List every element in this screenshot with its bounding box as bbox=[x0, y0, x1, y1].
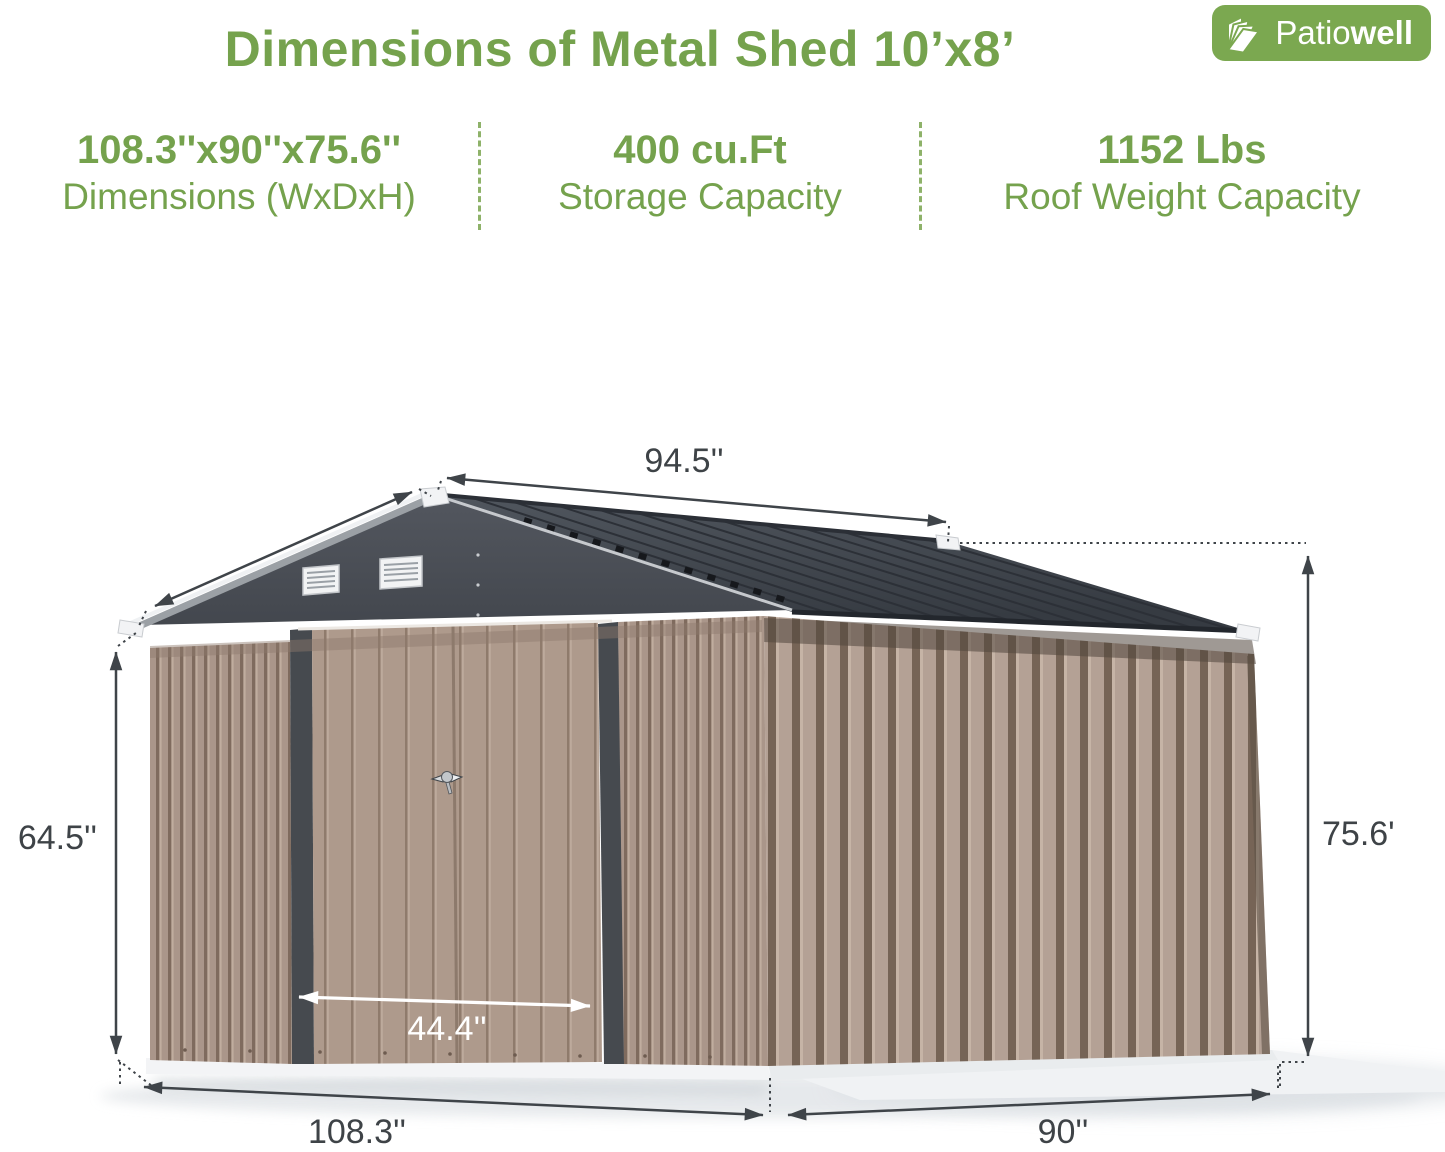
spec-dimensions: 108.3''x90''x75.6'' Dimensions (WxDxH) bbox=[0, 122, 478, 230]
dimension-arrow-roof-left-edge bbox=[137, 488, 432, 629]
dimension-label-left-height: 64.5'' bbox=[18, 819, 97, 857]
door-handle bbox=[430, 771, 464, 795]
spec-dimensions-value: 108.3''x90''x75.6'' bbox=[76, 128, 401, 172]
spec-roof-weight: 1152 Lbs Roof Weight Capacity bbox=[919, 122, 1442, 230]
dimension-label-door-width: 44.4'' bbox=[407, 1010, 486, 1048]
dimension-label-front-width: 108.3'' bbox=[308, 1113, 406, 1151]
patiowell-logo: Patiowell bbox=[1212, 5, 1431, 61]
gable-rivets bbox=[476, 553, 480, 617]
dimension-labels: 94.5'' 64.5'' 75.6' 44.4'' 108.3'' 90'' bbox=[18, 442, 1395, 1151]
logo-text-bold: well bbox=[1350, 14, 1413, 51]
spec-storage-value: 400 cu.Ft bbox=[613, 128, 787, 172]
dimension-label-side-depth: 90'' bbox=[1038, 1113, 1089, 1151]
dimension-label-right-height: 75.6' bbox=[1322, 815, 1395, 853]
dimension-arrow-left-height bbox=[109, 632, 153, 1087]
shed-base-side bbox=[768, 1050, 1278, 1080]
spec-roof-weight-value: 1152 Lbs bbox=[1097, 128, 1267, 172]
gable-vent-right bbox=[379, 555, 423, 590]
spec-storage-capacity: 400 cu.Ft Storage Capacity bbox=[478, 122, 919, 230]
shed-side-wall bbox=[764, 616, 1270, 1066]
logo-text-regular: Patio bbox=[1275, 14, 1351, 51]
door-post-left bbox=[290, 628, 314, 1064]
rivet-dots bbox=[183, 1048, 712, 1059]
page-title: Dimensions of Metal Shed 10’x8’ bbox=[224, 21, 1016, 77]
dimension-label-ridge: 94.5'' bbox=[644, 442, 723, 480]
sliding-doors bbox=[312, 622, 602, 1064]
spec-storage-label: Storage Capacity bbox=[558, 176, 842, 217]
dimension-arrow-side-depth bbox=[787, 1066, 1279, 1121]
patiowell-logo-icon bbox=[1226, 15, 1261, 54]
gable-vent-left bbox=[302, 564, 340, 596]
dimension-annotations bbox=[109, 473, 1315, 1121]
dimension-arrow-door-width bbox=[298, 990, 591, 1013]
roof-right-plane bbox=[432, 494, 1248, 631]
shed-front-wall-left bbox=[150, 642, 292, 1064]
spec-row: 108.3''x90''x75.6'' Dimensions (WxDxH) 4… bbox=[0, 122, 1445, 230]
dimension-arrow-front-width bbox=[119, 1062, 771, 1121]
dimension-arrow-ridge bbox=[436, 473, 950, 543]
shed-render bbox=[117, 486, 1278, 1080]
spec-roof-weight-label: Roof Weight Capacity bbox=[1003, 176, 1361, 217]
shed-front-wall-right bbox=[618, 616, 768, 1066]
door-post-right bbox=[598, 622, 624, 1064]
spec-dimensions-label: Dimensions (WxDxH) bbox=[62, 176, 416, 217]
patiowell-logo-text: Patiowell bbox=[1275, 14, 1413, 52]
dimension-arrow-right-height bbox=[960, 542, 1315, 1090]
